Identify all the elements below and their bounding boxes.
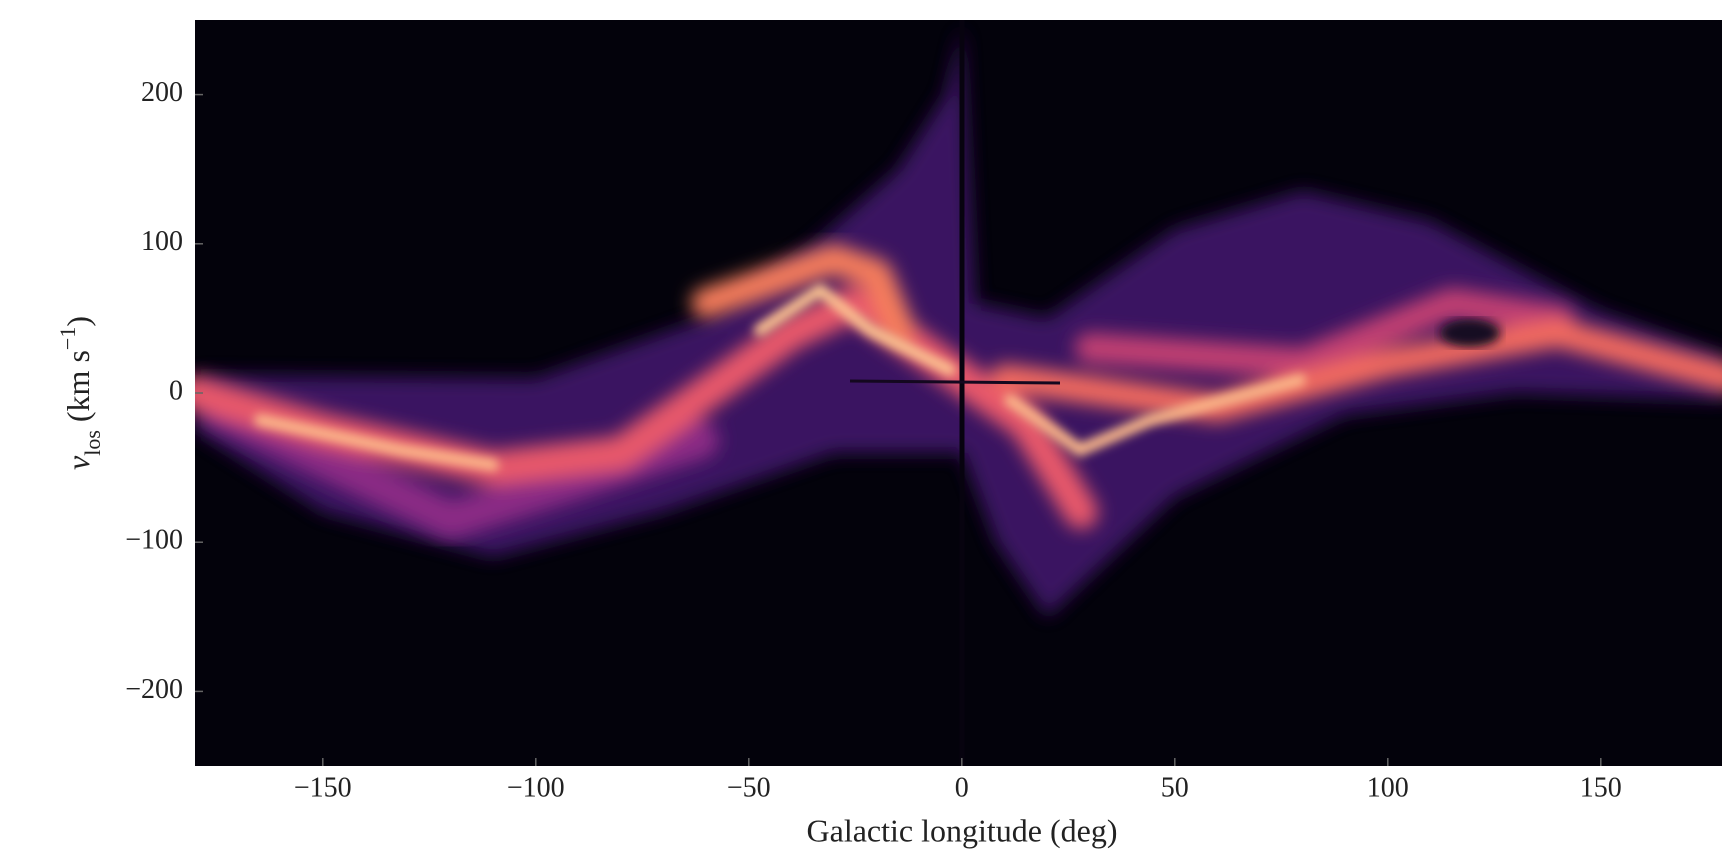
x-tick-label: −150 (294, 772, 352, 803)
x-tick-label: 150 (1580, 772, 1622, 803)
y-tick-label: −200 (125, 674, 183, 705)
x-tick-label: 0 (955, 772, 969, 803)
y-axis-label-part: −1 (55, 327, 80, 350)
x-tick-label: −100 (507, 772, 565, 803)
peak (254, 414, 499, 471)
x-tick-label: 50 (1161, 772, 1189, 803)
emission-peaks (254, 282, 1306, 471)
dark-hole (1440, 319, 1500, 347)
x-tick-label: −50 (727, 772, 771, 803)
y-axis-label-part: los (80, 430, 105, 456)
band (1075, 288, 1575, 378)
band (991, 319, 1722, 422)
peak (754, 282, 956, 376)
y-tick-label: 0 (169, 375, 183, 406)
y-tick-label: 200 (141, 77, 183, 108)
y-axis-label: vlos (km s−1) (55, 316, 105, 470)
x-axis-label: Galactic longitude (deg) (807, 812, 1118, 848)
center-streak (849, 379, 1061, 385)
y-axis-label-part: v (60, 455, 96, 470)
y-axis-label-part: (km s (60, 350, 96, 422)
band (691, 244, 915, 345)
heatmap-image (195, 20, 1722, 766)
peak (1004, 374, 1306, 457)
y-tick-label: 100 (141, 226, 183, 257)
x-tick-label: 100 (1367, 772, 1409, 803)
y-axis-label-part: ) (60, 316, 96, 327)
y-tick-label: −100 (125, 525, 183, 556)
